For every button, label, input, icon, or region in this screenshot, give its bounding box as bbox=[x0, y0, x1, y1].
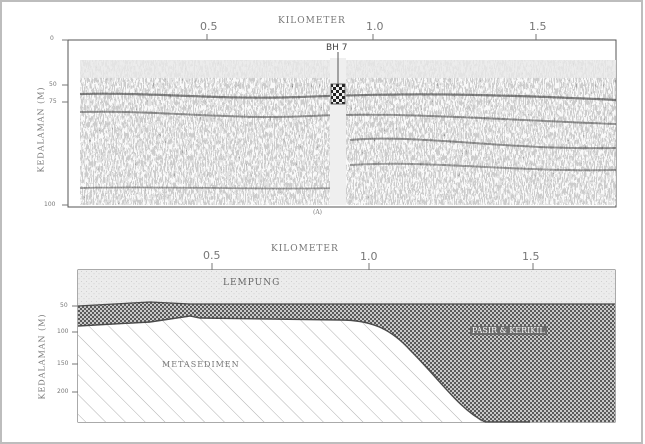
metasediment-layer-label: METASEDIMEN bbox=[162, 360, 240, 369]
top-axis-title: KILOMETER bbox=[278, 16, 346, 26]
bottom-axis-title: KILOMETER bbox=[271, 244, 339, 254]
top-panel-caption: (A) bbox=[313, 209, 322, 216]
clay-layer-label: LEMPUNG bbox=[223, 278, 280, 288]
bottom-x-tick-label: 0.5 bbox=[203, 249, 221, 262]
top-y-tick-label: 100 bbox=[44, 201, 55, 208]
bottom-y-tick-label: 200 bbox=[57, 388, 68, 395]
top-y-axis-label: KEDALAMAN (M) bbox=[37, 85, 46, 175]
top-y-tick-label: 50 bbox=[49, 81, 57, 88]
top-x-tick-label: 1.0 bbox=[366, 20, 384, 33]
geology-section bbox=[78, 270, 615, 422]
clay-layer bbox=[78, 270, 615, 306]
top-y-tick-label: 0 bbox=[50, 35, 54, 42]
bottom-y-axis-label: KEDALAMAN (M) bbox=[38, 307, 47, 407]
top-y-tick-label: 75 bbox=[49, 98, 57, 105]
top-x-tick-label: 0.5 bbox=[200, 20, 218, 33]
borehole-marker bbox=[331, 84, 345, 104]
bottom-x-tick-label: 1.0 bbox=[360, 250, 378, 263]
bottom-y-tick-label: 50 bbox=[60, 302, 68, 309]
bottom-x-tick-label: 1.5 bbox=[522, 250, 540, 263]
sand-gravel-layer-label: PASIR & KERIKIL bbox=[470, 326, 547, 335]
top-x-tick-label: 1.5 bbox=[529, 20, 547, 33]
borehole-label: BH 7 bbox=[326, 43, 348, 53]
seismic-section bbox=[68, 40, 616, 207]
bottom-y-tick-label: 100 bbox=[57, 328, 68, 335]
bottom-y-tick-label: 150 bbox=[57, 360, 68, 367]
